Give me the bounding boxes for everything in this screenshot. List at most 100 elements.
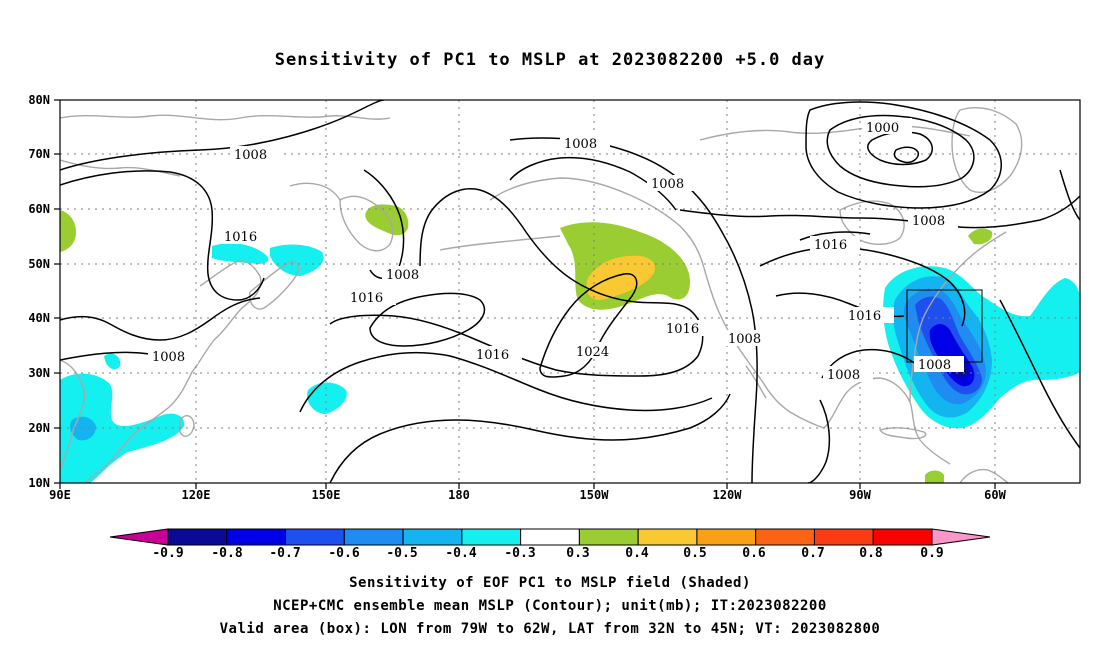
coast-aleutians <box>439 235 561 251</box>
colorbar-label: -0.7 <box>269 546 300 561</box>
contour-east-edge <box>1059 169 1080 221</box>
axis-ticks <box>54 99 996 489</box>
colorbar-label: -0.3 <box>504 546 535 561</box>
contour-1008-na-closed <box>807 399 831 483</box>
contour-1016-canada <box>799 231 871 241</box>
contour-1016-high-inner <box>369 292 486 347</box>
lat-label: 50N <box>28 257 50 271</box>
lat-label: 60N <box>28 202 50 216</box>
contour-label: 1008 <box>152 350 185 365</box>
contour-1016-pacific-w <box>60 351 151 361</box>
lat-label: 10N <box>28 476 50 490</box>
plot-frame <box>59 99 1081 484</box>
lon-label: 90E <box>49 488 71 502</box>
shade-green-kamchatka <box>365 204 409 236</box>
contour-label: 1000 <box>866 121 899 136</box>
contour-label: 1008 <box>234 148 267 163</box>
coast-mexico-gulf <box>823 377 951 465</box>
coast-arctic-asia <box>60 114 391 121</box>
coast-philippines <box>179 415 195 437</box>
contour-1000-greenland-low-mid <box>826 114 975 188</box>
colorbar-label: 0.7 <box>801 546 824 561</box>
colorbar-label: 0.6 <box>742 546 766 561</box>
coast-alaska <box>489 177 705 269</box>
coast-okhotsk <box>289 182 341 201</box>
shade-cyan-pacific-w <box>307 382 347 414</box>
shade-cyan-kuril <box>270 244 324 276</box>
contour-label: 1016 <box>350 291 383 306</box>
contour-label: 1008 <box>386 268 419 283</box>
lon-label: 150E <box>312 488 341 502</box>
contour-outer-south-pacific-2 <box>329 393 731 483</box>
lat-label: 20N <box>28 421 50 435</box>
caption-shaded: Sensitivity of EOF PC1 to MSLP field (Sh… <box>349 575 751 591</box>
contour-label: 1016 <box>476 348 509 363</box>
colorbar-swatch <box>343 528 404 546</box>
contour-outer-south-pacific <box>299 351 713 413</box>
colorbar-label: 0.3 <box>566 546 589 561</box>
colorbar: -0.9 -0.8 -0.7 -0.6 -0.5 -0.4 -0.3 0.3 0… <box>109 528 991 561</box>
lon-labels: 90E 120E 150E 180 150W 120W 90W 60W <box>49 488 1006 502</box>
colorbar-swatch <box>755 528 815 546</box>
shade-green-west-edge <box>60 210 76 252</box>
contour-label: 1008 <box>651 177 684 192</box>
contour-1016-high-outer <box>329 188 704 377</box>
colorbar-high-end <box>931 528 991 546</box>
contour-label: 1008 <box>564 137 597 152</box>
colorbar-swatch <box>696 528 757 546</box>
colorbar-swatch <box>285 528 345 546</box>
colorbar-label: 0.5 <box>683 546 706 561</box>
contour-label: 1024 <box>576 345 609 360</box>
colorbar-label: -0.5 <box>386 546 417 561</box>
colorbar-swatch <box>402 528 463 546</box>
contour-label: 1016 <box>848 309 881 324</box>
lon-label: 180 <box>448 488 470 502</box>
coast-canada-arctic <box>699 124 971 141</box>
lat-label: 70N <box>28 147 50 161</box>
map-title: Sensitivity of PC1 to MSLP at 2023082200… <box>274 50 826 70</box>
contour-label: 1016 <box>224 230 257 245</box>
lon-label: 150W <box>580 488 610 502</box>
colorbar-label: -0.8 <box>211 546 242 561</box>
contour-label: 1016 <box>814 238 847 253</box>
contour-atlantic-east <box>999 299 1080 449</box>
coast-japan <box>249 261 300 310</box>
colorbar-label: 0.4 <box>625 546 649 561</box>
colorbar-swatch <box>637 528 698 546</box>
caption-contour: NCEP+CMC ensemble mean MSLP (Contour); u… <box>273 598 827 614</box>
contour-labels: 1000 1008 1008 1008 1008 1008 1008 1008 … <box>148 118 964 383</box>
shade-cyan-indochina <box>60 373 185 483</box>
contour-1000-greenland-low-core <box>893 146 920 164</box>
coast-indochina-w <box>60 359 86 471</box>
colorbar-low-end <box>109 528 169 546</box>
shade-yellow-gulf-alaska <box>586 255 655 300</box>
shade-green-caribbean <box>925 470 944 483</box>
shade-green-labrador <box>968 228 993 245</box>
lon-label: 60W <box>984 488 1006 502</box>
colorbar-label: 0.9 <box>920 546 943 561</box>
colorbar-label: -0.9 <box>152 546 183 561</box>
colorbar-swatch <box>461 528 522 546</box>
contour-1008-na-south <box>821 348 917 379</box>
lon-label: 90W <box>849 488 871 502</box>
contour-label: 1008 <box>827 368 860 383</box>
contour-1016-asia <box>60 297 261 341</box>
contour-label: 1008 <box>728 332 761 347</box>
lat-label: 40N <box>28 311 50 325</box>
contour-label: 1016 <box>666 322 699 337</box>
lat-label: 80N <box>28 93 50 107</box>
colorbar-swatch <box>813 528 874 546</box>
lon-label: 120W <box>713 488 743 502</box>
shade-cyan-bay-bengal <box>104 353 121 370</box>
gridlines <box>60 100 1080 483</box>
contour-1000-greenland-low-outer <box>805 101 1002 209</box>
coast-south-america <box>959 468 1009 483</box>
contour-1008-north <box>60 100 385 171</box>
shade-cyan-japan <box>212 243 269 264</box>
colorbar-swatch <box>872 528 933 546</box>
contour-1016-na <box>759 246 966 327</box>
coast-kamchatka <box>339 195 394 252</box>
contour-1008-asia <box>60 170 265 301</box>
lat-labels: 80N 70N 60N 50N 40N 30N 20N 10N <box>28 93 50 490</box>
